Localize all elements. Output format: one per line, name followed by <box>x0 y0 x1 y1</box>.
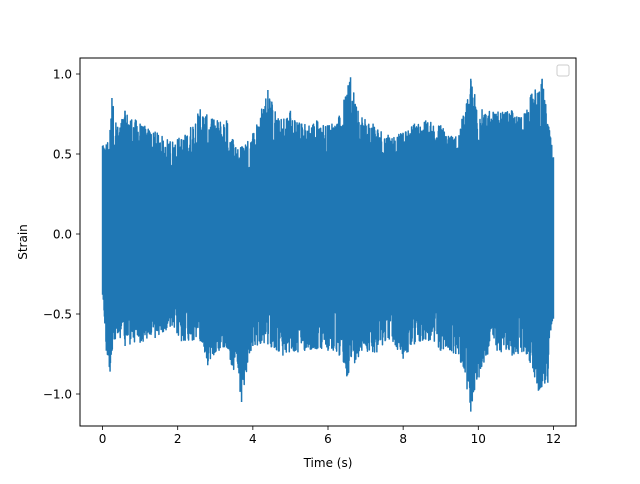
series-line <box>101 77 555 412</box>
x-tick-label: 0 <box>99 432 107 446</box>
x-tick-label: 8 <box>399 432 407 446</box>
y-tick-label: −0.5 <box>43 308 72 322</box>
x-tick-label: 4 <box>249 432 257 446</box>
y-tick-label: 1.0 <box>53 68 72 82</box>
y-tick-label: 0.0 <box>53 228 72 242</box>
y-tick-label: 0.5 <box>53 148 72 162</box>
x-axis-label: Time (s) <box>303 456 353 470</box>
y-tick-label: −1.0 <box>43 388 72 402</box>
legend-box <box>556 64 570 77</box>
x-tick-label: 10 <box>471 432 486 446</box>
x-tick-label: 6 <box>324 432 332 446</box>
x-tick-label: 12 <box>546 432 561 446</box>
y-axis-label: Strain <box>16 224 30 260</box>
x-tick-label: 2 <box>174 432 182 446</box>
